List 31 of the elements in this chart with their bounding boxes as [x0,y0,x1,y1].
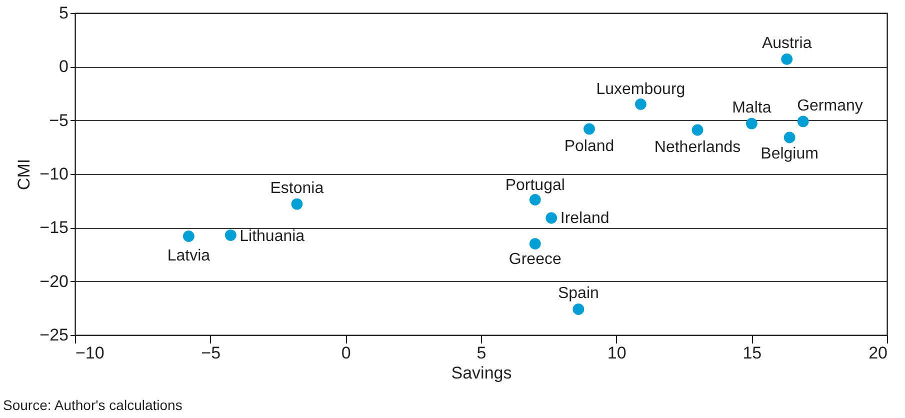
annotation: Netherlands [654,138,741,156]
annotation: Germany [797,97,863,114]
annotation: Ireland [560,210,610,228]
x-tick-label: 20 [868,344,888,362]
annotation: Estonia [270,180,324,198]
annotation: Belgium [760,146,818,163]
y-axis-title: CMI [14,158,34,190]
x-tick-label: 15 [742,344,762,362]
annotation: Austria [762,35,812,52]
y-tick-label: −15 [40,218,68,238]
y-tick-label: −5 [49,110,68,130]
x-axis-title: Savings [451,364,512,382]
annotation: Lithuania [240,228,305,246]
y-tick-label: −25 [40,326,68,344]
y-tick-label: −20 [40,272,68,291]
annotation: Latvia [167,247,210,264]
x-tick-label: 5 [476,344,486,362]
annotation: Luxembourg [596,81,686,98]
source-note: Source: Author's calculations [3,397,182,413]
y-tick-label: −10 [40,164,68,184]
annotation: Poland [564,138,614,155]
annotation: Greece [508,250,562,268]
x-tick-label: −10 [76,344,104,362]
x-tick-label: 0 [341,344,351,362]
annotation: Portugal [505,176,565,194]
annotation: Malta [732,100,772,117]
x-tick-label: 10 [607,344,626,362]
annotation: Spain [558,285,599,302]
y-tick-label: 0 [59,57,68,76]
y-tick-label: 5 [59,4,68,22]
x-tick-label: −5 [201,344,221,362]
